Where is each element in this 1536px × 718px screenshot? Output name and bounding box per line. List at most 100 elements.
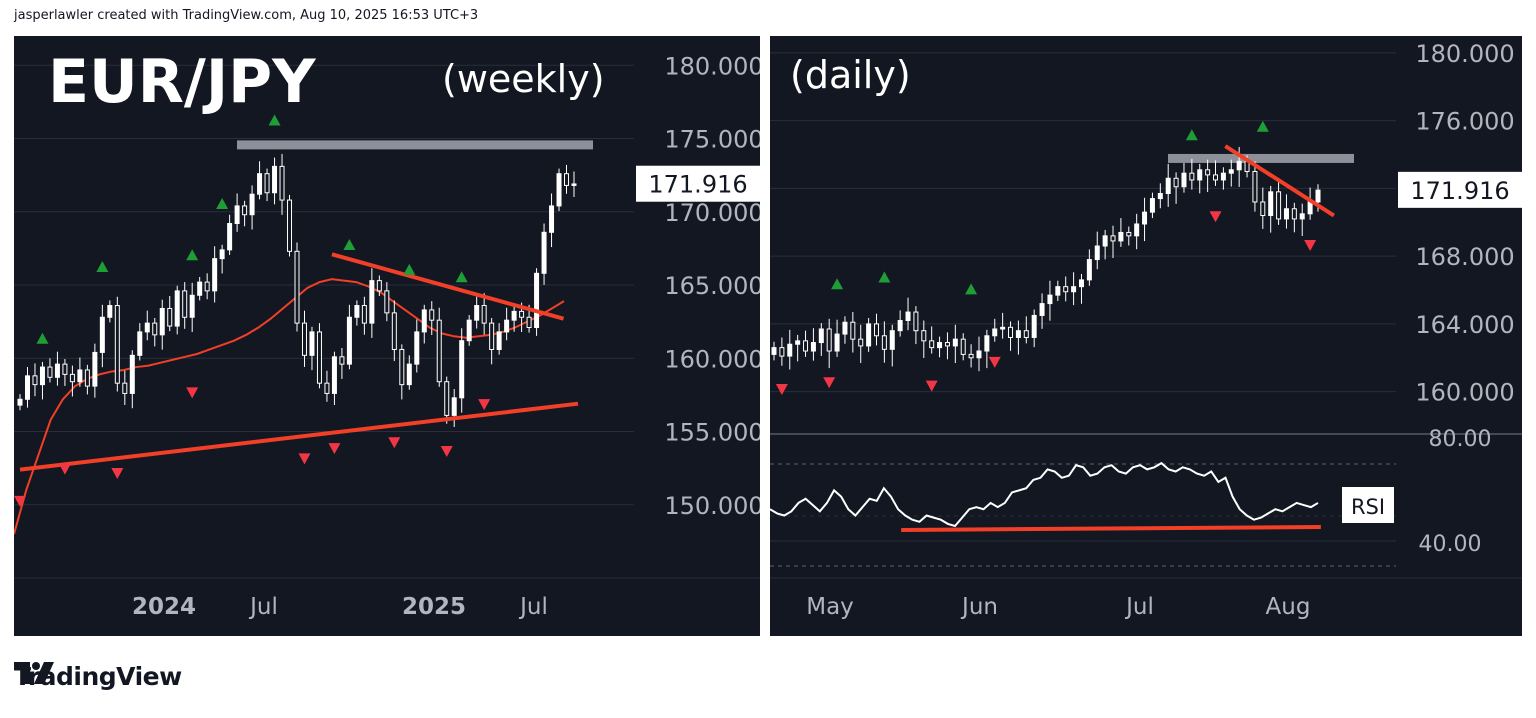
daily-candle (1181, 163, 1187, 193)
daily-candle (984, 329, 990, 369)
daily-candle (1307, 187, 1313, 220)
y-tick-label: 180.000 (1415, 40, 1514, 68)
daily-candle (1078, 273, 1084, 304)
y-tick-label: 165.000 (664, 272, 760, 300)
weekly-candle (331, 351, 337, 405)
y-tick-label: 160.000 (664, 345, 760, 373)
rsi-label: RSI (1351, 495, 1385, 519)
daily-candle (1000, 312, 1006, 339)
y-tick-label: 164.000 (1415, 311, 1514, 339)
footer: TradingView (14, 662, 182, 691)
y-tick-label: 168.000 (1415, 243, 1514, 271)
weekly-candle (39, 361, 45, 400)
daily-candle (1047, 280, 1053, 321)
weekly-candle (564, 164, 570, 194)
weekly-candle (556, 168, 562, 212)
daily-candle (866, 317, 872, 352)
rsi-y-tick-label: 40.00 (1419, 532, 1482, 557)
weekly-candle (77, 357, 83, 387)
daily-candle (771, 341, 777, 361)
daily-candle (1015, 320, 1021, 355)
daily-candle (1023, 316, 1029, 344)
weekly-candle (534, 268, 540, 336)
daily-candle (850, 312, 856, 353)
daily-candle (858, 324, 864, 364)
price-label: 171.916 (648, 171, 747, 199)
x-tick-label: Jul (1124, 594, 1154, 620)
up-arrow-marker (1185, 129, 1198, 141)
y-tick-label: 180.000 (664, 52, 760, 80)
daily-candle (1220, 167, 1226, 190)
weekly-candle (227, 214, 233, 255)
daily-chart-panel[interactable]: 180.000176.000172.000168.000164.000160.0… (770, 36, 1522, 636)
weekly-chart-canvas[interactable]: 180.000 175.000 170.000 165.000 160.000 155.0… (14, 36, 760, 636)
up-arrow-marker (878, 271, 891, 283)
daily-candle (1055, 280, 1061, 302)
weekly-candle (167, 296, 173, 332)
weekly-candle (84, 364, 90, 395)
daily-candle (1149, 192, 1155, 219)
weekly-candle (406, 355, 412, 390)
weekly-candle (549, 193, 555, 248)
down-arrow-marker (186, 387, 199, 399)
weekly-candle (264, 168, 270, 202)
daily-candle (1252, 161, 1258, 212)
x-tick-label: Jul (248, 594, 278, 620)
weekly-candle (204, 273, 210, 300)
down-arrow-marker (111, 467, 124, 479)
weekly-chart-panel[interactable]: 180.000 175.000 170.000 165.000 160.000 155.0… (14, 36, 760, 636)
rsi-label-box (1342, 487, 1394, 523)
down-arrow-marker (988, 356, 1001, 368)
daily-candle (779, 337, 785, 366)
weekly-candle (309, 326, 315, 371)
y-tick-label: 150.000 (664, 492, 760, 520)
daily-candle (1086, 249, 1092, 286)
up-arrow-marker (186, 249, 199, 261)
down-arrow-marker (478, 399, 491, 411)
up-arrow-marker (96, 260, 109, 272)
down-arrow-marker (14, 495, 26, 507)
chart-subtitle: (daily) (790, 53, 911, 97)
chart-subtitle: (weekly) (442, 57, 605, 101)
daily-candle (913, 306, 919, 345)
daily-candle (929, 326, 935, 354)
weekly-candle (354, 300, 360, 326)
daily-candle (1118, 218, 1124, 247)
daily-candle (1039, 293, 1045, 329)
weekly-candle (316, 323, 322, 389)
daily-candle (897, 310, 903, 337)
daily-candle (976, 336, 982, 372)
daily-chart-canvas[interactable]: 180.000176.000172.000168.000164.000160.0… (770, 36, 1522, 636)
resistance-band (1168, 153, 1354, 163)
price-label-box (1398, 171, 1522, 208)
weekly-candle (346, 304, 352, 370)
weekly-candle (436, 307, 442, 387)
daily-candle (937, 336, 943, 358)
weekly-candle (122, 370, 128, 405)
down-arrow-marker (775, 383, 788, 395)
y-tick-label: 160.000 (1415, 379, 1514, 407)
chart-title: EUR/JPY (48, 47, 317, 117)
weekly-candle (152, 317, 158, 347)
weekly-candle (234, 193, 240, 232)
descending-trendline (1224, 144, 1335, 218)
weekly-candle (257, 161, 263, 200)
weekly-candle (182, 282, 188, 329)
x-tick-label: 2024 (132, 594, 196, 620)
daily-candle (1094, 231, 1100, 270)
weekly-candle (249, 185, 255, 230)
weekly-candle (301, 310, 307, 367)
weekly-candle (47, 358, 53, 383)
weekly-candle (361, 296, 367, 335)
up-arrow-marker (343, 239, 356, 251)
weekly-candle (24, 367, 30, 408)
weekly-candle (474, 296, 480, 329)
weekly-candle (504, 307, 510, 341)
weekly-candle (511, 306, 517, 332)
weekly-candle (369, 268, 375, 338)
chart-header: jasperlawler created with TradingView.co… (14, 8, 479, 23)
daily-candle (1268, 185, 1274, 233)
rsi-support-trendline (901, 525, 1321, 532)
down-arrow-marker (823, 377, 836, 389)
weekly-candle (444, 376, 450, 424)
